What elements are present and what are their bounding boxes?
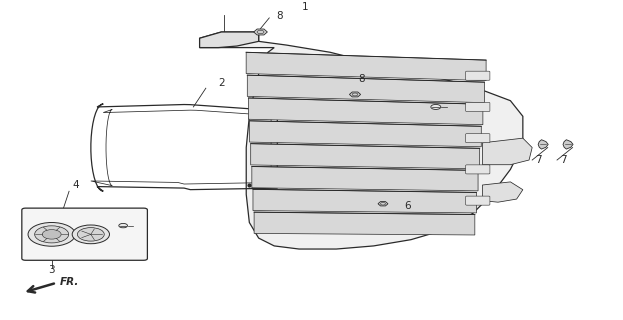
Polygon shape <box>253 189 477 213</box>
Text: FR.: FR. <box>60 277 79 287</box>
FancyBboxPatch shape <box>465 71 490 80</box>
Polygon shape <box>254 212 475 235</box>
FancyBboxPatch shape <box>465 134 490 143</box>
Text: 8: 8 <box>277 12 283 21</box>
Circle shape <box>72 225 110 244</box>
Polygon shape <box>250 121 482 147</box>
Polygon shape <box>247 75 485 103</box>
Text: 3: 3 <box>49 265 55 275</box>
Text: 7: 7 <box>560 155 567 165</box>
Polygon shape <box>246 52 486 81</box>
Polygon shape <box>538 140 548 149</box>
Text: 8: 8 <box>133 244 140 254</box>
Circle shape <box>431 104 441 109</box>
Polygon shape <box>482 138 532 165</box>
Circle shape <box>119 223 128 228</box>
Text: 1: 1 <box>302 2 308 12</box>
Polygon shape <box>563 140 573 149</box>
Polygon shape <box>252 166 478 191</box>
Text: 7: 7 <box>535 155 542 165</box>
Circle shape <box>28 222 75 246</box>
Circle shape <box>35 226 69 243</box>
Polygon shape <box>378 202 388 206</box>
Text: 8: 8 <box>358 74 364 84</box>
Polygon shape <box>482 182 523 202</box>
FancyBboxPatch shape <box>465 196 490 205</box>
Text: 6: 6 <box>405 201 411 211</box>
FancyBboxPatch shape <box>22 208 148 260</box>
Polygon shape <box>249 98 483 125</box>
Text: 2: 2 <box>218 78 225 88</box>
Circle shape <box>42 230 61 239</box>
Polygon shape <box>350 92 361 97</box>
Circle shape <box>77 228 104 241</box>
Polygon shape <box>199 32 523 249</box>
Polygon shape <box>199 32 259 48</box>
FancyBboxPatch shape <box>465 102 490 111</box>
Text: 5: 5 <box>465 103 472 113</box>
Polygon shape <box>254 29 267 35</box>
Polygon shape <box>250 144 480 169</box>
Text: 4: 4 <box>72 180 78 190</box>
FancyBboxPatch shape <box>465 165 490 174</box>
